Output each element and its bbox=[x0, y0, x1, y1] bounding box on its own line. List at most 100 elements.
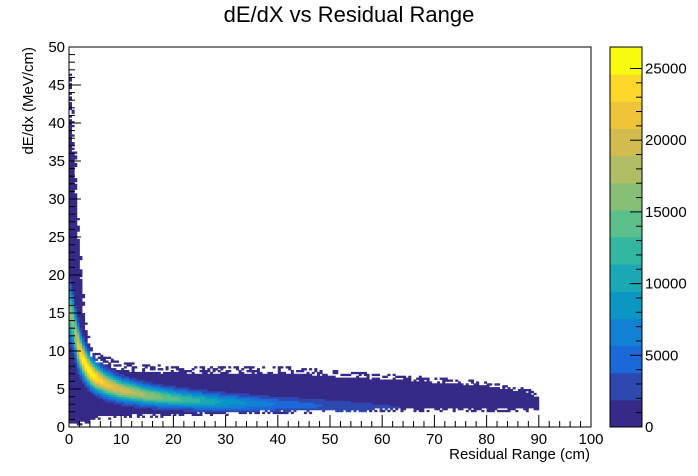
heatmap-cell bbox=[76, 269, 80, 272]
heatmap-cell bbox=[306, 400, 310, 403]
heatmap-cell bbox=[115, 371, 119, 375]
heatmap-cell bbox=[181, 385, 185, 388]
heatmap-cell bbox=[296, 400, 300, 403]
heatmap-cell bbox=[298, 383, 302, 386]
heatmap-cell bbox=[476, 404, 480, 407]
heatmap-cell bbox=[121, 390, 125, 394]
heatmap-cell bbox=[189, 411, 193, 415]
heatmap-cell bbox=[110, 398, 114, 401]
heatmap-cell bbox=[405, 404, 409, 407]
heatmap-cell bbox=[196, 390, 200, 394]
heatmap-cell bbox=[74, 307, 78, 310]
heatmap-cell bbox=[217, 389, 221, 392]
heatmap-cell bbox=[194, 413, 198, 416]
heatmap-cell bbox=[481, 389, 485, 392]
heatmap-cell bbox=[530, 406, 534, 409]
heatmap-cell bbox=[416, 396, 420, 399]
heatmap-cell bbox=[330, 404, 334, 407]
heatmap-cell bbox=[405, 385, 409, 388]
heatmap-cell bbox=[142, 381, 146, 384]
heatmap-cell bbox=[69, 126, 73, 130]
heatmap-cell bbox=[267, 408, 271, 411]
heatmap-cell bbox=[416, 398, 420, 401]
heatmap-cell bbox=[71, 206, 75, 209]
heatmap-cell bbox=[267, 400, 271, 403]
heatmap-cell bbox=[69, 225, 73, 228]
heatmap-cell bbox=[262, 394, 266, 397]
heatmap-cell bbox=[74, 328, 78, 331]
heatmap-cell bbox=[275, 402, 279, 405]
heatmap-cell bbox=[69, 176, 73, 179]
heatmap-cell bbox=[149, 373, 153, 377]
heatmap-cell bbox=[74, 254, 78, 257]
heatmap-cell bbox=[426, 383, 430, 386]
heatmap-cell bbox=[194, 394, 198, 397]
heatmap-cell bbox=[102, 377, 106, 380]
heatmap-cell bbox=[69, 387, 73, 390]
heatmap-cell bbox=[455, 387, 459, 390]
heatmap-cell bbox=[84, 415, 88, 418]
heatmap-cell bbox=[348, 387, 352, 390]
heatmap-cell bbox=[277, 404, 281, 407]
heatmap-cell bbox=[434, 400, 438, 403]
heatmap-cell bbox=[74, 219, 78, 223]
heatmap-cell bbox=[69, 377, 73, 380]
heatmap-cell bbox=[71, 343, 75, 346]
heatmap-cell bbox=[147, 377, 151, 380]
heatmap-cell bbox=[290, 394, 294, 397]
heatmap-cell bbox=[228, 385, 232, 388]
heatmap-cell bbox=[194, 366, 198, 369]
heatmap-cell bbox=[309, 392, 313, 396]
heatmap-cell bbox=[277, 409, 281, 413]
heatmap-cell bbox=[280, 383, 284, 386]
heatmap-cell bbox=[442, 381, 446, 384]
heatmap-cell bbox=[264, 383, 268, 386]
heatmap-cell bbox=[220, 398, 224, 401]
heatmap-cell bbox=[89, 408, 93, 411]
heatmap-cell bbox=[110, 409, 114, 413]
heatmap-cell bbox=[71, 375, 75, 378]
heatmap-cell bbox=[79, 347, 83, 350]
heatmap-cell bbox=[520, 396, 524, 399]
heatmap-cell bbox=[236, 385, 240, 388]
heatmap-cell bbox=[142, 415, 146, 418]
heatmap-cell bbox=[139, 371, 143, 375]
heatmap-cell bbox=[74, 387, 78, 390]
heatmap-cell bbox=[267, 398, 271, 401]
heatmap-cell bbox=[76, 309, 80, 312]
heatmap-cell bbox=[69, 86, 73, 90]
heatmap-cell bbox=[476, 408, 480, 411]
heatmap-cell bbox=[251, 370, 255, 373]
heatmap-cell bbox=[296, 379, 300, 382]
heatmap-cell bbox=[71, 332, 75, 335]
heatmap-cell bbox=[84, 370, 88, 373]
heatmap-cell bbox=[105, 373, 109, 377]
x-tick-label: 10 bbox=[113, 431, 130, 448]
heatmap-cell bbox=[343, 377, 347, 380]
heatmap-cell bbox=[228, 400, 232, 403]
heatmap-cell bbox=[533, 408, 537, 411]
heatmap-cell bbox=[504, 389, 508, 392]
heatmap-cell bbox=[123, 379, 127, 382]
heatmap-cell bbox=[142, 392, 146, 396]
heatmap-cell bbox=[105, 400, 109, 403]
heatmap-cell bbox=[390, 402, 394, 405]
heatmap-cell bbox=[460, 396, 464, 399]
heatmap-cell bbox=[71, 411, 75, 415]
heatmap-cell bbox=[327, 387, 331, 390]
heatmap-cell bbox=[298, 370, 302, 373]
heatmap-cell bbox=[374, 394, 378, 397]
heatmap-cell bbox=[228, 387, 232, 390]
heatmap-cell bbox=[225, 396, 229, 399]
heatmap-cell bbox=[256, 411, 260, 415]
heatmap-cell bbox=[238, 408, 242, 411]
heatmap-cell bbox=[460, 404, 464, 407]
heatmap-cell bbox=[225, 375, 229, 378]
heatmap-cell bbox=[69, 406, 73, 409]
heatmap-cell bbox=[82, 352, 86, 356]
heatmap-cell bbox=[79, 408, 83, 411]
heatmap-cell bbox=[269, 396, 273, 399]
heatmap-cell bbox=[423, 398, 427, 401]
heatmap-cell bbox=[384, 390, 388, 394]
